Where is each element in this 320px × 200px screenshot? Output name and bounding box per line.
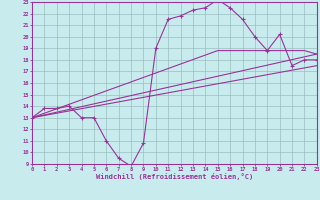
X-axis label: Windchill (Refroidissement éolien,°C): Windchill (Refroidissement éolien,°C) bbox=[96, 173, 253, 180]
